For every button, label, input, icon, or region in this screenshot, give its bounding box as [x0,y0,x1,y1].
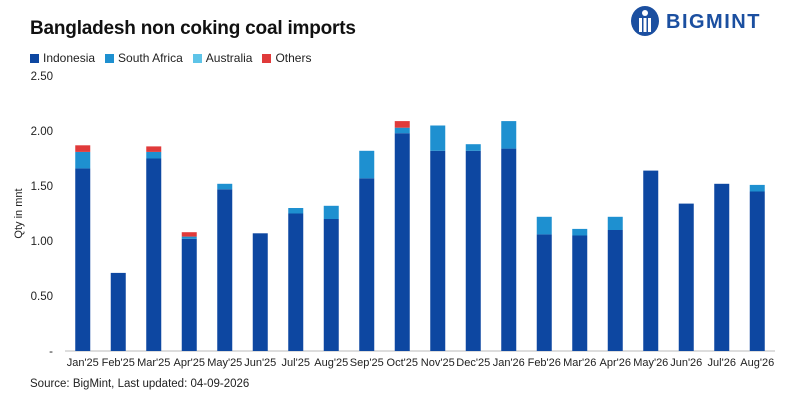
y-tick-label: 1.50 [31,181,53,193]
source-note: Source: BigMint, Last updated: 04-09-202… [30,378,250,390]
legend-swatch [105,53,115,63]
bigmint-logo: BIGMINT [630,2,790,42]
legend-swatch [30,53,39,63]
bar-segment-others [394,121,410,128]
legend-item: Indonesia [30,51,95,65]
x-tick-label: Jul'25 [282,357,310,369]
x-tick-label: Mar'25 [137,357,170,369]
x-tick-label: Jun'25 [244,357,276,369]
y-tick-label: 2.00 [31,126,53,138]
bar-segment-indonesia [323,219,339,351]
bar-segment-indonesia [181,238,197,351]
x-tick-label: Oct'25 [387,357,418,369]
logo-text: BIGMINT [666,10,761,33]
bar-segment-indonesia [607,230,623,351]
bar-segment-indonesia [572,235,588,351]
bar-segment-indonesia [501,148,517,351]
bar-segment-south-africa [501,121,517,149]
legend-item: Australia [192,51,253,65]
bar-segment-indonesia [678,203,694,351]
x-tick-label: Jun'26 [670,357,702,369]
legend-item: Others [262,51,311,65]
legend-swatch [262,53,272,63]
x-tick-label: Apr'26 [600,357,631,369]
y-tick-label: 2.50 [31,71,53,83]
bar-segment-indonesia [714,183,730,351]
bar-segment-south-africa [430,125,446,151]
bar-segment-indonesia [288,213,304,351]
bar-segment-south-africa [572,228,588,236]
x-tick-label: Apr'25 [174,357,205,369]
x-tick-label: Jul'26 [708,357,736,369]
bar-segment-south-africa [217,183,233,190]
bar-segment-indonesia [643,170,659,351]
y-tick-label: 1.00 [31,236,53,248]
bar-segment-indonesia [430,150,446,351]
bar-segment-indonesia [394,133,410,351]
bar-segment-indonesia [75,168,91,351]
y-tick-label: 0.50 [31,291,53,303]
legend-swatch [192,53,202,63]
bar-segment-south-africa [288,208,304,214]
bar-segment-indonesia [110,272,126,351]
bar-segment-indonesia [536,234,552,351]
bar-segment-indonesia [749,191,765,351]
bar-segment-south-africa [394,127,410,134]
x-tick-label: May'26 [633,357,668,369]
bar-segment-south-africa [181,236,197,239]
legend-item: South Africa [105,51,183,65]
x-tick-label: Sep'25 [350,357,384,369]
x-tick-label: Mar'26 [563,357,596,369]
bar-segment-south-africa [75,151,91,169]
x-tick-label: May'25 [207,357,242,369]
x-tick-label: Nov'25 [421,357,455,369]
y-tick-label: - [49,346,53,358]
x-tick-label: Jan'25 [67,357,99,369]
x-tick-label: Feb'25 [102,357,135,369]
bar-segment-south-africa [323,205,339,219]
legend-label: Others [275,51,312,65]
chart-title: Bangladesh non coking coal imports [30,18,356,39]
x-tick-label: Jan'26 [493,357,525,369]
bar-segment-south-africa [465,144,481,151]
bar-segment-others [181,232,197,237]
bar-segment-indonesia [359,178,375,351]
bar-segment-south-africa [749,184,765,192]
bar-segment-south-africa [607,216,623,230]
bar-segment-others [75,145,91,152]
legend-label: South Africa [118,51,183,65]
x-tick-label: Feb'26 [528,357,561,369]
bar-segment-south-africa [536,216,552,235]
bigmint-logo-icon [631,6,659,36]
legend-label: Indonesia [43,51,96,65]
x-tick-label: Dec'25 [456,357,490,369]
bar-segment-south-africa [359,150,375,179]
bar-segment-indonesia [217,189,233,351]
bar-segment-indonesia [465,150,481,351]
bar-segment-indonesia [146,158,162,351]
bar-segment-south-africa [146,151,162,159]
x-tick-label: Aug'25 [314,357,348,369]
bar-segment-indonesia [252,233,268,351]
bar-segment-others [146,146,162,152]
y-axis-label: Qty in mnt [13,188,25,238]
legend: Indonesia South Africa Australia Others [30,51,311,65]
x-tick-label: Aug'26 [740,357,774,369]
legend-label: Australia [205,51,253,65]
